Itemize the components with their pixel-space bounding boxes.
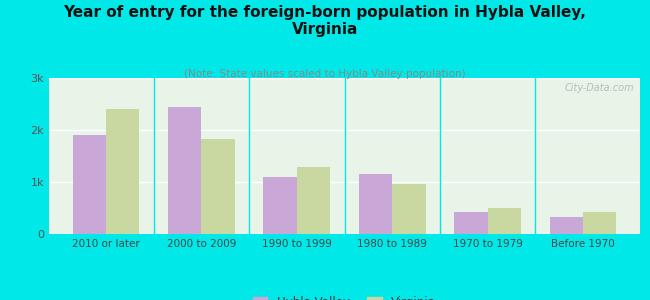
- Bar: [168, 106, 202, 234]
- Text: City-Data.com: City-Data.com: [565, 83, 634, 93]
- Bar: [392, 184, 426, 234]
- Bar: [583, 212, 616, 234]
- Bar: [550, 217, 583, 234]
- Legend: Hybla Valley, Virginia: Hybla Valley, Virginia: [253, 296, 436, 300]
- Text: Year of entry for the foreign-born population in Hybla Valley,
Virginia: Year of entry for the foreign-born popul…: [64, 4, 586, 37]
- Bar: [454, 212, 488, 234]
- Bar: [263, 177, 297, 234]
- Bar: [73, 135, 106, 234]
- Text: (Note: State values scaled to Hybla Valley population): (Note: State values scaled to Hybla Vall…: [184, 69, 466, 79]
- Bar: [106, 109, 139, 234]
- Bar: [488, 208, 521, 234]
- Bar: [202, 140, 235, 234]
- Bar: [359, 174, 392, 234]
- Bar: [297, 167, 330, 234]
